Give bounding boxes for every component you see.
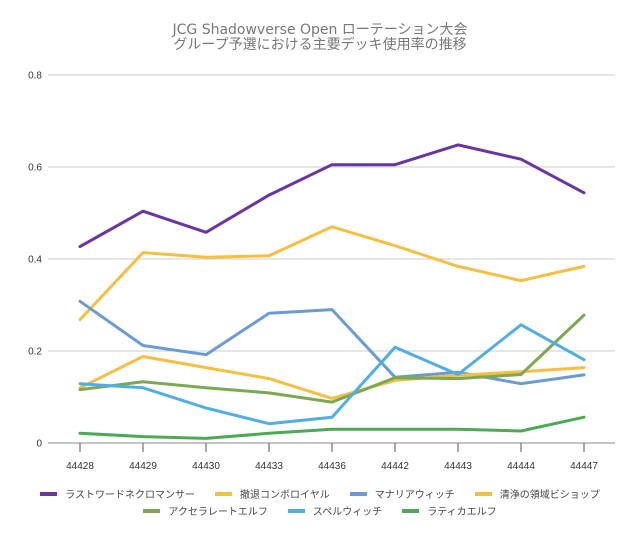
legend-row-1: ラストワードネクロマンサー 撤退コンボロイヤル マナリアウィッチ 清浄の領域ビショップ [0,486,640,501]
legend-label: ラストワードネクロマンサー [65,490,196,501]
legend-item: ラストワードネクロマンサー [40,486,195,501]
legend-swatch [143,508,161,513]
series-line [78,323,586,426]
series-line [78,355,586,400]
y-tick-label: 0.6 [28,163,42,174]
series-line [78,415,586,440]
legend-label: 撤退コンボロイヤル [240,490,330,501]
legend-item: アクセラレートエルフ [143,503,268,518]
legend-item: スペルウィッチ [287,503,383,518]
x-tick-label: 44433 [255,461,283,472]
legend-swatch [215,491,233,496]
x-tick-label: 44430 [192,461,220,472]
x-tick-label: 44447 [570,461,598,472]
series-line [78,143,586,249]
legend-label: マナリアウィッチ [374,490,455,501]
legend-label: アクセラレートエルフ [168,507,268,518]
y-tick-label: 0 [36,439,42,450]
legend-label: ラティカエルフ [427,507,497,518]
legend-swatch [474,491,492,496]
legend-item: 清浄の領域ビショップ [474,486,600,501]
x-tick-label: 44436 [318,461,346,472]
legend-row-2: アクセラレートエルフ スペルウィッチ ラティカエルフ [0,503,640,518]
legend-label: 清浄の領域ビショップ [499,490,600,501]
x-tick-label: 44443 [444,461,472,472]
legend-item: ラティカエルフ [402,503,497,518]
chart-subtitle: グループ予選における主要デッキ使用率の推移 [173,36,466,53]
y-tick-label: 0.4 [28,255,42,266]
x-tick-label: 44444 [507,461,535,472]
series-line [78,299,586,386]
series-lines [78,143,586,440]
x-tick-label: 44428 [66,461,94,472]
y-axis-ticks: 0 0.2 0.4 0.6 0.8 [28,71,42,450]
y-tick-label: 0.2 [28,347,42,358]
x-axis: 44428 44429 44430 44433 44436 44442 44443 44444… [48,442,615,472]
y-tick-label: 0.8 [28,71,42,82]
legend-swatch [349,491,367,496]
x-tick-label: 44429 [129,461,157,472]
legend-item: マナリアウィッチ [349,486,455,501]
legend-swatch [40,491,58,496]
legend-swatch [402,508,420,513]
series-line [78,225,586,322]
legend-item: 撤退コンボロイヤル [215,486,330,501]
x-tick-label: 44442 [381,461,409,472]
legend-label: スペルウィッチ [312,507,383,518]
gridlines [48,74,615,352]
chart-title: JCG Shadowverse Open ローテーション大会 [171,22,467,38]
legend-swatch [287,508,305,513]
series-line [78,313,586,404]
